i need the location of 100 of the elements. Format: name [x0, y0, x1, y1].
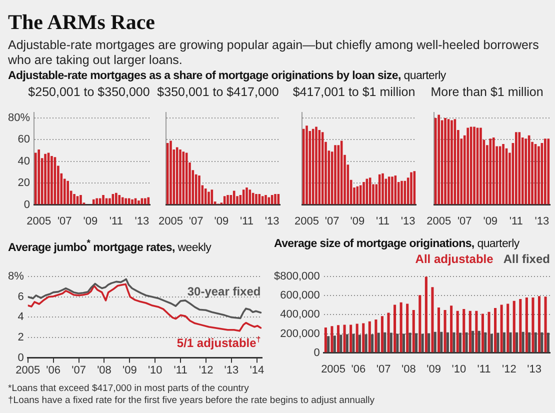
- bar: [434, 332, 436, 352]
- bar: [274, 194, 276, 204]
- x-tick-label: '06: [351, 363, 366, 376]
- x-tick-label: '07: [72, 364, 86, 376]
- bar: [475, 310, 478, 352]
- bar: [382, 173, 384, 204]
- bar: [396, 334, 399, 352]
- bar: [490, 334, 493, 352]
- x-tick-label: '07: [324, 215, 340, 228]
- bar: [384, 332, 386, 352]
- bar: [80, 195, 82, 204]
- y-tick-label: 60: [18, 134, 30, 146]
- bar: [456, 310, 459, 352]
- bar: [264, 195, 267, 204]
- bar: [480, 128, 482, 204]
- x-tick-label: '07: [188, 215, 204, 228]
- bar: [489, 138, 492, 204]
- bar: [147, 197, 150, 204]
- chart-subtitle: $417,001 to $1 million: [292, 85, 416, 99]
- bar: [356, 324, 358, 352]
- x-tick-label: '13: [264, 215, 280, 228]
- bar: [364, 334, 368, 352]
- bar: [115, 192, 118, 204]
- bar: [362, 182, 365, 204]
- bar: [534, 332, 537, 352]
- bar: [144, 198, 146, 204]
- x-tick-label: '08: [97, 364, 112, 376]
- bar: [506, 304, 510, 352]
- x-tick-label: '11: [376, 215, 390, 228]
- y-tick-label: 80%: [8, 112, 30, 124]
- bar: [412, 310, 415, 352]
- x-tick-label: '09: [426, 363, 441, 376]
- bar: [462, 308, 466, 352]
- bar: [336, 325, 340, 352]
- text: All fixed: [503, 252, 550, 266]
- bar: [540, 332, 544, 352]
- bar: [502, 332, 506, 352]
- bar: [465, 332, 468, 352]
- bar: [488, 312, 490, 352]
- bar: [387, 312, 390, 352]
- bar: [334, 145, 336, 204]
- bar: [121, 197, 124, 204]
- y-tick-label: 8%: [8, 270, 24, 283]
- bar: [327, 336, 330, 352]
- series-label: 5/1 adjustable†: [176, 335, 261, 350]
- bar: [525, 298, 528, 352]
- x-tick-label: 2005: [321, 363, 346, 376]
- bar: [472, 330, 474, 352]
- bar: [473, 126, 476, 204]
- bar: [368, 321, 371, 352]
- bar: [544, 296, 547, 352]
- x-tick-label: 2005: [16, 364, 40, 376]
- bar: [179, 149, 182, 204]
- bar: [522, 332, 524, 352]
- bar: [198, 176, 200, 204]
- bar: [478, 330, 480, 352]
- bar: [492, 138, 495, 204]
- x-tick-label: '11: [174, 364, 188, 376]
- bar: [223, 196, 226, 204]
- bar: [538, 296, 541, 352]
- x-tick-label: '13: [400, 215, 416, 228]
- x-tick-label: '07: [57, 215, 72, 228]
- bar: [512, 300, 516, 352]
- bar: [92, 199, 95, 204]
- bar: [340, 334, 342, 352]
- text: *Loans that exceed $417,000 in most parts of the country: [8, 383, 249, 394]
- bar: [528, 332, 531, 352]
- bar: [410, 172, 412, 204]
- x-tick-label: '12: [502, 363, 516, 376]
- x-tick-label: '09: [122, 364, 137, 376]
- bar: [226, 195, 229, 204]
- y-tick-label: 200,000: [280, 328, 320, 340]
- text: Adjustable-rate mortgages are growing popular again—but chiefly among well-heeled borrowers who are taking out larger loans.: [8, 38, 540, 68]
- bar: [450, 306, 453, 352]
- bar: [518, 132, 521, 204]
- bar: [509, 332, 512, 352]
- bar: [481, 314, 484, 352]
- bar: [358, 334, 362, 352]
- y-tick-label: 4: [18, 311, 24, 324]
- chart-subtitle: $350,001 to $417,000: [156, 85, 280, 99]
- bar: [502, 144, 504, 204]
- bar: [371, 334, 374, 352]
- x-tick-label: 2005: [158, 215, 183, 228]
- y-tick-label: 40: [18, 155, 30, 168]
- bar: [346, 334, 348, 352]
- bar: [532, 298, 534, 352]
- bar: [390, 332, 392, 352]
- y-tick-label: 2: [18, 332, 24, 344]
- bar: [438, 114, 440, 204]
- bar: [66, 180, 70, 204]
- bar: [406, 304, 409, 352]
- bar: [270, 195, 274, 204]
- x-tick-label: 2005: [294, 215, 319, 228]
- y-tick-label: 0: [18, 352, 24, 364]
- x-tick-label: '06: [46, 364, 61, 376]
- bar: [170, 140, 172, 204]
- chart-title: Average size of mortgage originations, quarterly: [274, 238, 520, 250]
- x-tick-label: '09: [214, 215, 229, 228]
- bar: [333, 336, 336, 352]
- bar: [324, 328, 327, 352]
